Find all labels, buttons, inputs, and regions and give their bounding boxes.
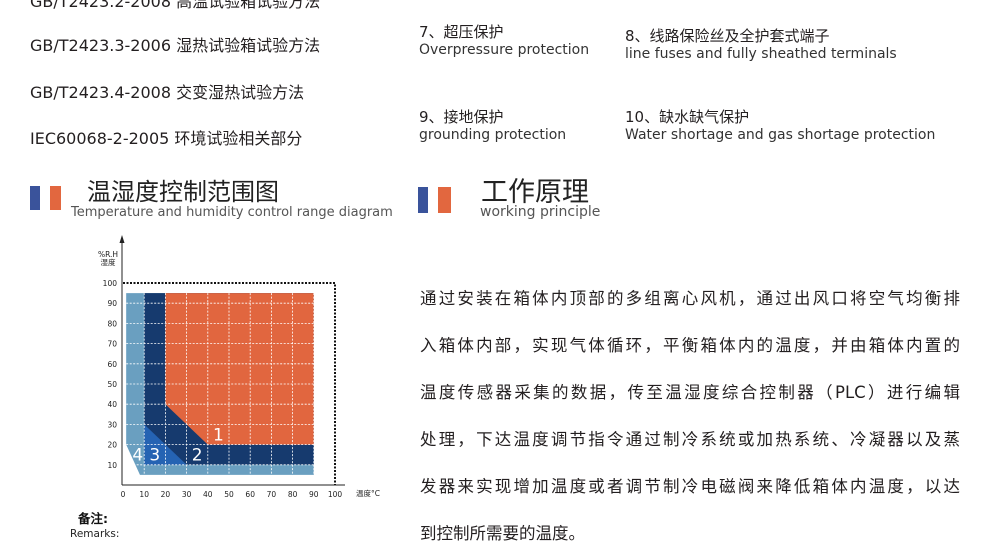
feature-subtitle: line fuses and fully sheathed terminals bbox=[625, 46, 897, 62]
remarks-en: Remarks: bbox=[70, 528, 119, 538]
x-tick-label: 90 bbox=[309, 490, 319, 499]
feature-title: 7、超压保护 bbox=[419, 23, 504, 41]
y-tick-label: 90 bbox=[107, 299, 117, 308]
orange-bar-icon bbox=[438, 187, 451, 213]
remarks-cn: 备注: bbox=[77, 511, 108, 526]
feature-subtitle: grounding protection bbox=[419, 127, 567, 143]
feature-subtitle: Overpressure protection bbox=[419, 42, 590, 58]
orange-bar-icon bbox=[50, 186, 61, 210]
feature-title: 9、接地保护 bbox=[419, 108, 504, 126]
x-tick-label: 100 bbox=[328, 490, 343, 499]
y-tick-label: 60 bbox=[107, 360, 117, 369]
region-1 bbox=[165, 293, 314, 445]
region-label: 2 bbox=[192, 446, 203, 466]
paragraph-line: 发器来实现增加温度或者调节制冷电磁阀来降低箱体内温度，以达 bbox=[420, 477, 960, 496]
standard-item: GB/T2423.2-2008 高温试验箱试验方法 bbox=[30, 0, 321, 11]
y-tick-label: 50 bbox=[107, 380, 117, 389]
standard-item: IEC60068-2-2005 环境试验相关部分 bbox=[30, 129, 303, 148]
blue-bar-icon bbox=[418, 187, 428, 213]
y-axis-label-top: %R.H bbox=[98, 250, 118, 259]
paragraph-line: 通过安装在箱体内顶部的多组离心风机，通过出风口将空气均衡排 bbox=[420, 289, 960, 308]
feature-title: 8、线路保险丝及全护套式端子 bbox=[625, 27, 830, 45]
region-label: 1 bbox=[213, 426, 224, 446]
x-axis-label: 温度°C bbox=[356, 488, 380, 498]
paragraph-line: 温度传感器采集的数据，传至温湿度综合控制器（PLC）进行编辑 bbox=[420, 383, 960, 402]
x-tick-label: 50 bbox=[224, 490, 234, 499]
x-tick-label: 60 bbox=[245, 490, 255, 499]
y-axis-label: 湿度 bbox=[101, 257, 116, 267]
y-tick-label: 100 bbox=[103, 279, 118, 288]
blue-bar-icon bbox=[30, 186, 40, 210]
y-tick-label: 40 bbox=[107, 400, 117, 409]
section-title: 温湿度控制范围图 bbox=[87, 178, 279, 206]
x-tick-label: 40 bbox=[203, 490, 213, 499]
paragraph-line: 入箱体内部，实现气体循环，平衡箱体内的温度，并由箱体内置的 bbox=[420, 336, 960, 355]
y-tick-label: 70 bbox=[107, 340, 117, 349]
x-tick-label: 20 bbox=[161, 490, 171, 499]
y-axis-arrow-icon bbox=[119, 235, 125, 243]
standard-item: GB/T2423.4-2008 交变湿热试验方法 bbox=[30, 83, 305, 102]
region-label: 4 bbox=[132, 446, 143, 466]
region-transition bbox=[144, 424, 187, 465]
y-tick-label: 10 bbox=[107, 461, 117, 470]
y-tick-label: 80 bbox=[107, 319, 117, 328]
paragraph-line: 处理，下达温度调节指令通过制冷系统或加热系统、冷凝器以及蒸 bbox=[420, 430, 960, 449]
x-tick-label: 80 bbox=[288, 490, 298, 499]
paragraph-line: 到控制所需要的温度。 bbox=[420, 524, 585, 543]
y-tick-label: 20 bbox=[107, 441, 117, 450]
limit-box bbox=[123, 282, 336, 485]
x-tick-label: 10 bbox=[139, 490, 149, 499]
feature-subtitle: Water shortage and gas shortage protecti… bbox=[625, 127, 936, 143]
standard-item: GB/T2423.3-2006 湿热试验箱试验方法 bbox=[30, 36, 321, 55]
x-tick-label: 0 bbox=[121, 490, 126, 499]
section-subtitle: working principle bbox=[480, 204, 601, 220]
range-chart: 0 10 20 30 40 50 60 70 80 90 100 10 20 30 40 50 60 70 80 90… bbox=[70, 235, 380, 538]
x-tick-label: 30 bbox=[182, 490, 192, 499]
region-label: 3 bbox=[149, 446, 160, 466]
y-tick-label: 30 bbox=[107, 420, 117, 429]
feature-title: 10、缺水缺气保护 bbox=[625, 108, 750, 126]
x-tick-label: 70 bbox=[267, 490, 277, 499]
section-title: 工作原理 bbox=[481, 177, 589, 208]
section-subtitle: Temperature and humidity control range d… bbox=[71, 205, 393, 220]
